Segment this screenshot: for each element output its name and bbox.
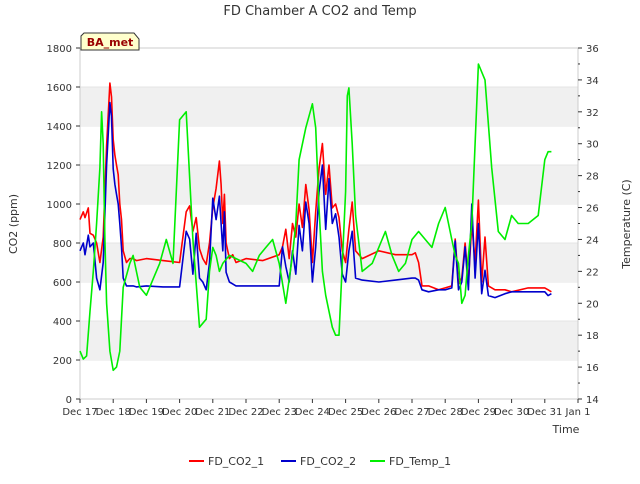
y-right-tick-label: 22 [586,267,599,278]
y-right-tick-label: 20 [586,299,599,310]
x-tick-label: Dec 23 [262,407,297,418]
y-right-tick-label: 14 [586,395,599,406]
grid-bands [80,47,578,361]
y-left-tick-label: 1600 [47,83,72,94]
y-right-tick-label: 34 [586,76,599,87]
y-left-tick-label: 400 [53,317,72,328]
y-right-tick-label: 18 [586,331,599,342]
legend-label-fd-co2-2: FD_CO2_2 [300,455,356,468]
legend: FD_CO2_1 FD_CO2_2 FD_Temp_1 [189,455,451,468]
ba-met-badge: BA_met [80,32,140,51]
y-right-tick-label: 30 [586,140,599,151]
y-axis-right-label: Temperature (C) [620,179,633,269]
y-left-tick-label: 600 [53,278,72,289]
y-left-tick-label: 1400 [47,122,72,133]
y-left-tick-label: 200 [53,356,72,367]
x-tick-label: Dec 31 [527,407,562,418]
series-lines [79,63,552,372]
y-left-tick-label: 1800 [47,44,72,55]
series-line-fd-co2-2 [79,101,552,299]
x-axis-label: Time [552,423,580,436]
y-axis-left-label: CO2 (ppm) [7,194,20,254]
x-tick-label: Dec 18 [96,407,131,418]
y-left-tick-label: 1000 [47,200,72,211]
y-right-tick-label: 16 [586,363,599,374]
axes: 0 200 400 600 800 1000 1200 1400 1600 1800 14 16 18 2… [47,44,599,418]
y-right-tick-label: 36 [586,44,599,55]
x-tick-label: Dec 30 [494,407,529,418]
x-tick-label: Dec 20 [162,407,197,418]
grid-band [80,321,578,360]
y-left-tick-label: 1200 [47,161,72,172]
series-line-fd-temp-1 [79,63,552,372]
grid-band [80,87,578,126]
x-tick-label: Dec 29 [461,407,496,418]
x-tick-label: Dec 17 [62,407,97,418]
legend-label-fd-co2-1: FD_CO2_1 [208,455,264,468]
y-left-tick-label: 0 [66,395,72,406]
legend-label-fd-temp-1: FD_Temp_1 [389,455,451,468]
x-tick-label: Dec 28 [428,407,463,418]
y-right-tick-label: 26 [586,204,599,215]
y-left-tick-label: 800 [53,239,72,250]
x-tick-label: Dec 19 [129,407,164,418]
x-tick-label: Dec 27 [394,407,429,418]
x-tick-label: Dec 26 [361,407,396,418]
x-tick-label: Jan 1 [565,407,591,418]
badge-box [80,32,140,51]
x-tick-label: Dec 24 [295,407,330,418]
x-tick-label: Dec 25 [328,407,363,418]
y-right-tick-label: 28 [586,172,599,183]
x-tick-label: Dec 22 [228,407,263,418]
chart-title: FD Chamber A CO2 and Temp [223,4,416,19]
x-tick-label: Dec 21 [195,407,230,418]
y-right-tick-label: 32 [586,108,599,119]
badge-label: BA_met [87,36,134,49]
y-right-tick-label: 24 [586,235,599,246]
